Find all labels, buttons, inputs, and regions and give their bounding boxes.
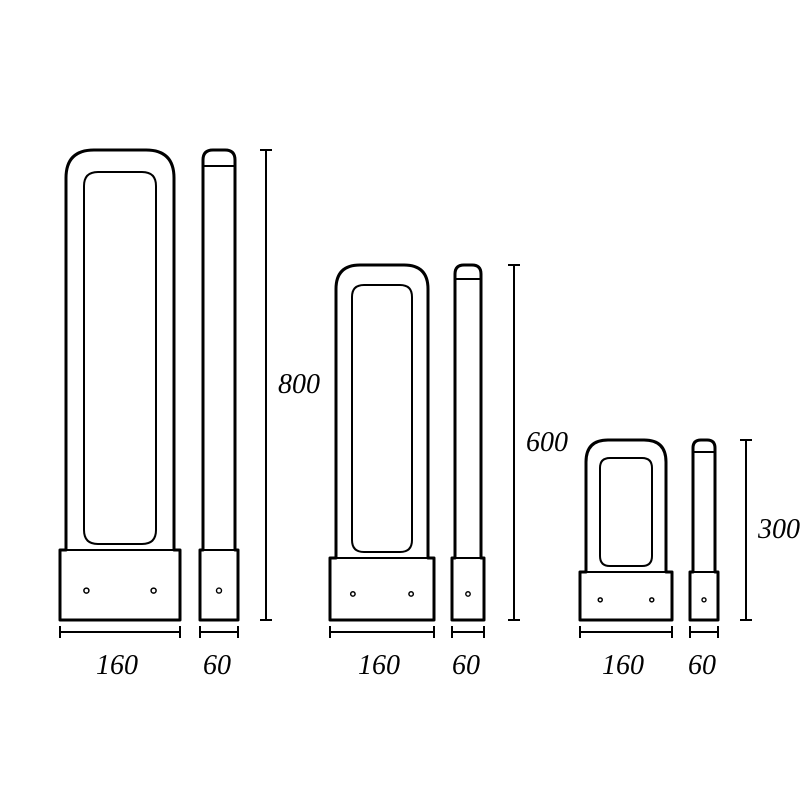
dim-height-small <box>740 440 756 620</box>
dim-height-large <box>260 150 276 620</box>
dim-width-side-small <box>690 624 718 642</box>
dim-width-front-small <box>580 624 672 642</box>
side-view-medium <box>452 265 484 620</box>
front-view-small <box>580 440 672 620</box>
depth-label-small: 60 <box>688 650 716 682</box>
front-view-large <box>60 150 180 620</box>
width-label-front-large: 160 <box>96 650 138 682</box>
height-label-small: 300 <box>758 514 800 546</box>
dim-height-medium <box>508 265 524 620</box>
front-view-medium <box>330 265 434 620</box>
dim-width-front-large <box>60 624 180 642</box>
dim-width-side-medium <box>452 624 484 642</box>
depth-label-medium: 60 <box>452 650 480 682</box>
height-label-medium: 600 <box>526 427 568 459</box>
width-label-front-medium: 160 <box>358 650 400 682</box>
side-view-small <box>690 440 718 620</box>
dim-width-side-large <box>200 624 238 642</box>
dim-width-front-medium <box>330 624 434 642</box>
width-label-front-small: 160 <box>602 650 644 682</box>
side-view-large <box>200 150 238 620</box>
depth-label-large: 60 <box>203 650 231 682</box>
diagram-stage: 160 60 800 160 60 600 160 60 300 <box>0 0 800 800</box>
height-label-large: 800 <box>278 369 320 401</box>
